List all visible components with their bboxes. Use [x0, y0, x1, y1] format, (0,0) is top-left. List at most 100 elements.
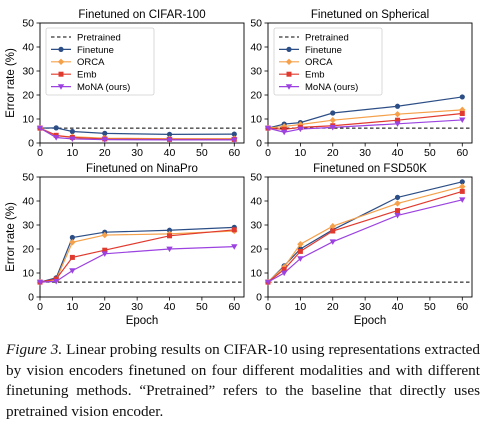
data-point	[280, 270, 288, 277]
data-point	[395, 208, 401, 214]
legend-label: Finetune	[305, 45, 342, 56]
x-tick-label: 10	[295, 147, 307, 159]
data-point	[264, 279, 272, 286]
data-point	[297, 256, 304, 262]
legend-swatch-marker	[57, 58, 65, 65]
chart-title: Finetuned on FSD50K	[313, 163, 427, 175]
legend-swatch-marker	[58, 71, 64, 77]
x-tick-label: 20	[99, 147, 111, 159]
legend-label: Emb	[305, 70, 325, 81]
data-point	[297, 248, 303, 254]
legend-swatch-marker	[286, 71, 292, 77]
x-axis-label: Epoch	[126, 315, 159, 327]
data-point	[329, 239, 336, 245]
series-line	[267, 199, 463, 283]
data-point	[167, 233, 173, 239]
y-tick-label: 0	[256, 138, 262, 150]
legend-label: Pretrained	[305, 32, 349, 43]
series-line	[267, 96, 463, 129]
y-tick-label: 50	[22, 172, 34, 184]
series-line	[39, 226, 235, 283]
data-point	[166, 137, 173, 143]
y-tick-label: 20	[22, 244, 34, 256]
series-line	[39, 230, 235, 283]
x-axis-label: Epoch	[354, 315, 387, 327]
y-tick-label: 0	[28, 138, 34, 150]
x-tick-label: 50	[424, 147, 436, 159]
data-point	[102, 130, 108, 136]
series-orca	[36, 227, 238, 286]
data-point	[69, 239, 76, 246]
y-tick-label: 40	[22, 42, 34, 54]
plot-frame	[267, 22, 473, 144]
data-point	[297, 126, 304, 133]
y-tick-label: 50	[22, 18, 34, 30]
data-point	[280, 129, 288, 136]
data-point	[394, 194, 401, 200]
data-point	[231, 137, 238, 143]
legend-box	[45, 27, 155, 96]
data-point	[69, 136, 76, 143]
legend-label: Emb	[77, 70, 97, 81]
data-point	[264, 125, 272, 132]
y-tick-label: 40	[250, 196, 262, 208]
legend-label: ORCA	[77, 57, 105, 68]
data-point	[394, 103, 401, 109]
data-point	[330, 110, 336, 116]
series-mona	[36, 244, 238, 286]
data-point	[101, 251, 108, 257]
data-point	[330, 228, 336, 234]
x-tick-label: 40	[392, 301, 404, 313]
y-tick-label: 50	[250, 18, 262, 30]
x-tick-label: 40	[392, 147, 404, 159]
chart-title: Finetuned on NinaPro	[86, 163, 198, 175]
data-point	[459, 110, 465, 116]
plot-frame	[39, 176, 245, 298]
x-tick-label: 30	[131, 147, 143, 159]
data-point	[281, 126, 287, 132]
x-tick-label: 10	[67, 301, 79, 313]
chart-panel-1: Finetuned on CIFAR-100 0 10 20 30 40 50 60 0 10 20…	[5, 9, 245, 159]
data-point	[52, 279, 60, 285]
series-line	[39, 127, 235, 135]
x-tick-label: 30	[359, 301, 371, 313]
data-point	[459, 179, 465, 185]
x-tick-label: 60	[456, 301, 468, 313]
data-point	[329, 223, 336, 230]
legend-label: Pretrained	[77, 32, 121, 43]
data-point	[231, 227, 237, 233]
figure-caption: Figure 3. Linear probing results on CIFA…	[6, 340, 480, 422]
series-emb	[37, 227, 237, 285]
y-tick-label: 10	[22, 114, 34, 126]
data-point	[297, 241, 304, 248]
plot-frame	[39, 22, 245, 144]
y-tick-label: 40	[22, 196, 34, 208]
x-tick-label: 40	[164, 301, 176, 313]
y-axis-label: Error rate (%)	[5, 202, 17, 272]
data-point	[231, 244, 238, 250]
y-tick-label: 0	[256, 292, 262, 304]
data-point	[394, 121, 401, 127]
y-tick-label: 20	[250, 90, 262, 102]
legend-label: ORCA	[305, 57, 333, 68]
series-line	[267, 119, 463, 133]
x-tick-label: 30	[359, 147, 371, 159]
y-tick-label: 30	[250, 220, 262, 232]
series-line	[39, 229, 235, 283]
x-tick-label: 0	[37, 147, 43, 159]
legend-swatch-marker	[286, 46, 292, 53]
data-point	[52, 135, 60, 141]
x-tick-label: 60	[456, 147, 468, 159]
chart-panel-4: Finetuned on FSD50K 0 10 20 30 40 50 60 0 10 20 30 4…	[250, 163, 473, 327]
data-point	[395, 117, 401, 123]
x-tick-label: 0	[265, 147, 271, 159]
data-point	[231, 131, 237, 137]
data-point	[459, 94, 465, 100]
y-tick-label: 0	[28, 292, 34, 304]
y-tick-label: 10	[22, 268, 34, 280]
data-point	[394, 213, 401, 219]
series-line	[267, 190, 463, 283]
data-point	[329, 125, 336, 131]
x-tick-label: 30	[131, 301, 143, 313]
